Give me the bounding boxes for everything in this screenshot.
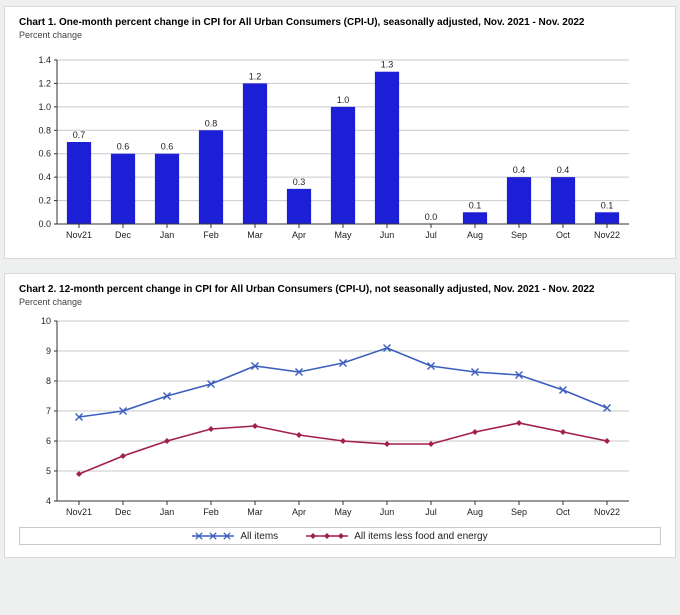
svg-text:Aug: Aug: [467, 507, 483, 517]
svg-text:Apr: Apr: [292, 230, 306, 240]
svg-text:Feb: Feb: [203, 507, 219, 517]
legend-label-core: All items less food and energy: [354, 531, 487, 542]
svg-text:1.0: 1.0: [38, 102, 51, 112]
legend-item-core: All items less food and energy: [306, 530, 487, 542]
svg-text:0.2: 0.2: [38, 196, 51, 206]
svg-text:Sep: Sep: [511, 507, 527, 517]
svg-text:Aug: Aug: [467, 230, 483, 240]
svg-text:Feb: Feb: [203, 230, 219, 240]
svg-text:Dec: Dec: [115, 507, 132, 517]
svg-text:0.6: 0.6: [117, 142, 130, 152]
chart2-panel: Chart 2. 12-month percent change in CPI …: [4, 273, 676, 558]
legend-swatch-core: [306, 530, 348, 542]
svg-text:Jan: Jan: [160, 507, 175, 517]
chart2-subtitle: Percent change: [19, 297, 661, 307]
svg-text:0.6: 0.6: [38, 149, 51, 159]
chart2-plot: 4 5 6 7 8 9 10 Nov21 Dec Jan Feb Mar Apr May Jun Jul Aug…: [19, 313, 639, 523]
svg-text:Sep: Sep: [511, 230, 527, 240]
svg-text:Jul: Jul: [425, 230, 437, 240]
svg-text:Mar: Mar: [247, 507, 263, 517]
svg-text:Jun: Jun: [380, 507, 395, 517]
svg-text:0.4: 0.4: [557, 165, 570, 175]
svg-text:Oct: Oct: [556, 507, 571, 517]
svg-text:1.2: 1.2: [249, 71, 262, 81]
legend-item-all-items: All items: [192, 530, 278, 542]
svg-text:0.1: 0.1: [601, 200, 614, 210]
svg-text:Dec: Dec: [115, 230, 132, 240]
svg-text:6: 6: [46, 436, 51, 446]
chart1-plot: 0.0 0.2 0.4 0.6 0.8 1.0 1.2 1.4 0.7 Nov21 0.6 Dec 0.…: [19, 46, 639, 246]
svg-text:0.8: 0.8: [38, 125, 51, 135]
svg-text:7: 7: [46, 406, 51, 416]
svg-text:1.2: 1.2: [38, 78, 51, 88]
legend-swatch-all-items: [192, 530, 234, 542]
svg-text:0.0: 0.0: [425, 212, 438, 222]
legend-label-all-items: All items: [240, 531, 278, 542]
svg-text:0.4: 0.4: [513, 165, 526, 175]
svg-text:10: 10: [41, 316, 51, 326]
chart1-panel: Chart 1. One-month percent change in CPI…: [4, 6, 676, 259]
svg-text:0.3: 0.3: [293, 177, 306, 187]
svg-text:Mar: Mar: [247, 230, 263, 240]
svg-text:5: 5: [46, 466, 51, 476]
svg-text:Nov21: Nov21: [66, 230, 92, 240]
chart2-legend: All items All items less food and energy: [19, 527, 661, 545]
svg-text:0.7: 0.7: [73, 130, 86, 140]
svg-text:1.3: 1.3: [381, 60, 394, 70]
svg-text:9: 9: [46, 346, 51, 356]
chart1-title: Chart 1. One-month percent change in CPI…: [19, 17, 661, 29]
svg-text:0.1: 0.1: [469, 200, 482, 210]
svg-text:4: 4: [46, 496, 51, 506]
svg-text:1.4: 1.4: [38, 55, 51, 65]
svg-text:Nov22: Nov22: [594, 507, 620, 517]
chart1-subtitle: Percent change: [19, 30, 661, 40]
svg-text:May: May: [334, 230, 352, 240]
svg-text:0.8: 0.8: [205, 118, 218, 128]
svg-text:0.0: 0.0: [38, 219, 51, 229]
svg-text:Nov21: Nov21: [66, 507, 92, 517]
svg-text:1.0: 1.0: [337, 95, 350, 105]
svg-text:Jan: Jan: [160, 230, 175, 240]
chart2-title: Chart 2. 12-month percent change in CPI …: [19, 284, 661, 296]
svg-text:Jun: Jun: [380, 230, 395, 240]
svg-text:Apr: Apr: [292, 507, 306, 517]
svg-text:Jul: Jul: [425, 507, 437, 517]
svg-text:0.4: 0.4: [38, 172, 51, 182]
svg-text:8: 8: [46, 376, 51, 386]
svg-text:Oct: Oct: [556, 230, 571, 240]
svg-text:Nov22: Nov22: [594, 230, 620, 240]
svg-text:0.6: 0.6: [161, 142, 174, 152]
svg-text:May: May: [334, 507, 352, 517]
